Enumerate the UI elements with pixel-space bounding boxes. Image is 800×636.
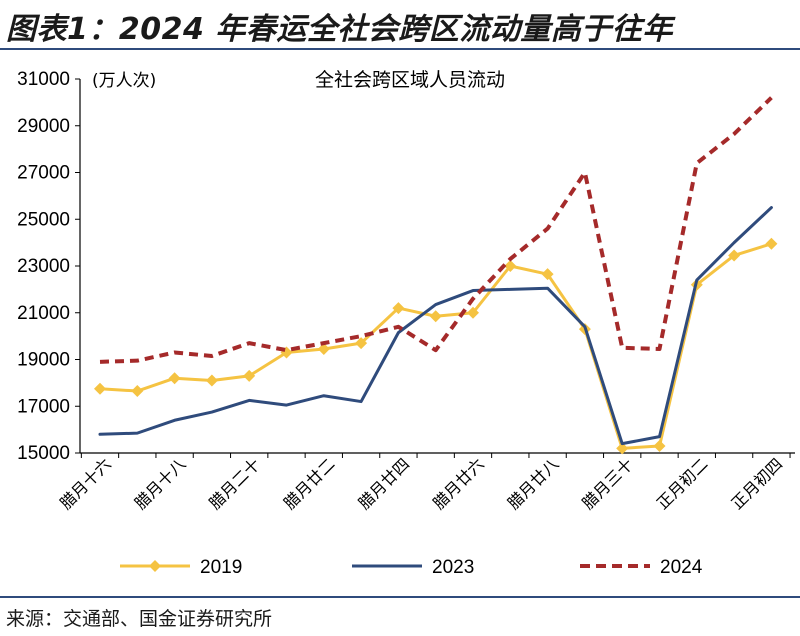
data-point-2019 (355, 337, 368, 350)
x-tick-label: 正月初二 (653, 454, 712, 513)
data-point-2019 (168, 372, 181, 385)
axes: 15000 17000 19000 21000 23000 25000 27000 29000… (17, 69, 795, 513)
y-tick-label: 29000 (17, 116, 70, 137)
data-point-2019 (728, 249, 741, 262)
x-tick-label: 正月初四 (728, 454, 787, 513)
y-tick-label: 21000 (17, 303, 70, 324)
y-tick-label: 23000 (17, 256, 70, 277)
source-note: 来源：交通部、国金证券研究所 (6, 608, 273, 630)
data-point-2019 (205, 374, 218, 387)
x-tick-label: 腊月二十 (205, 454, 264, 513)
series-layer (94, 96, 778, 455)
data-point-2019 (94, 382, 106, 395)
x-tick-label: 腊月廿二 (280, 454, 339, 513)
chart-title: 全社会跨区域人员流动 (315, 69, 505, 91)
x-tick-label: 腊月三十 (578, 454, 637, 513)
footer-rule (0, 596, 800, 598)
series-2024 (99, 96, 773, 364)
y-unit-label: (万人次) (92, 71, 156, 91)
legend: 2019 2023 2024 (120, 557, 703, 578)
legend-label-2023: 2023 (432, 557, 474, 578)
y-tick-label: 15000 (17, 443, 70, 464)
legend-label-2019: 2019 (200, 557, 242, 578)
series-2019 (94, 237, 778, 455)
legend-label-2024: 2024 (660, 557, 703, 578)
series-line-2019 (98, 242, 773, 450)
data-point-2019 (131, 385, 144, 398)
y-tick-label: 25000 (17, 209, 70, 230)
x-tick-label: 腊月廿八 (504, 454, 563, 513)
data-point-2019 (243, 369, 256, 382)
y-tick-label: 31000 (17, 69, 70, 90)
y-tick-label: 19000 (17, 350, 70, 371)
report-title: 图表1：2024 年春运全社会跨区流动量高于往年 (6, 12, 673, 47)
legend-item-2024: 2024 (580, 557, 703, 578)
data-point-2019 (392, 302, 405, 315)
data-point-2019 (616, 442, 629, 455)
data-point-2019 (765, 237, 778, 250)
series-2023 (98, 206, 773, 446)
data-point-2019 (541, 268, 554, 281)
data-point-2019 (504, 260, 517, 272)
data-point-2019 (653, 439, 666, 452)
y-tick-label: 27000 (17, 163, 70, 184)
x-tick-label: 腊月廿六 (429, 454, 488, 513)
y-tick-label: 17000 (17, 396, 70, 417)
line-chart: (万人次) 全社会跨区域人员流动 15000 17000 19000 21000 230… (17, 69, 795, 578)
legend-marker-2019 (149, 560, 161, 572)
header-rule (0, 48, 800, 50)
series-line-2024 (99, 96, 773, 364)
x-tick-label: 腊月十八 (131, 454, 190, 513)
series-line-2023 (98, 206, 773, 446)
data-point-2019 (429, 310, 442, 323)
legend-item-2023: 2023 (352, 557, 474, 578)
data-point-2019 (467, 306, 479, 319)
x-tick-label: 腊月廿四 (355, 454, 414, 513)
legend-item-2019: 2019 (120, 557, 242, 578)
data-point-2019 (317, 342, 330, 355)
